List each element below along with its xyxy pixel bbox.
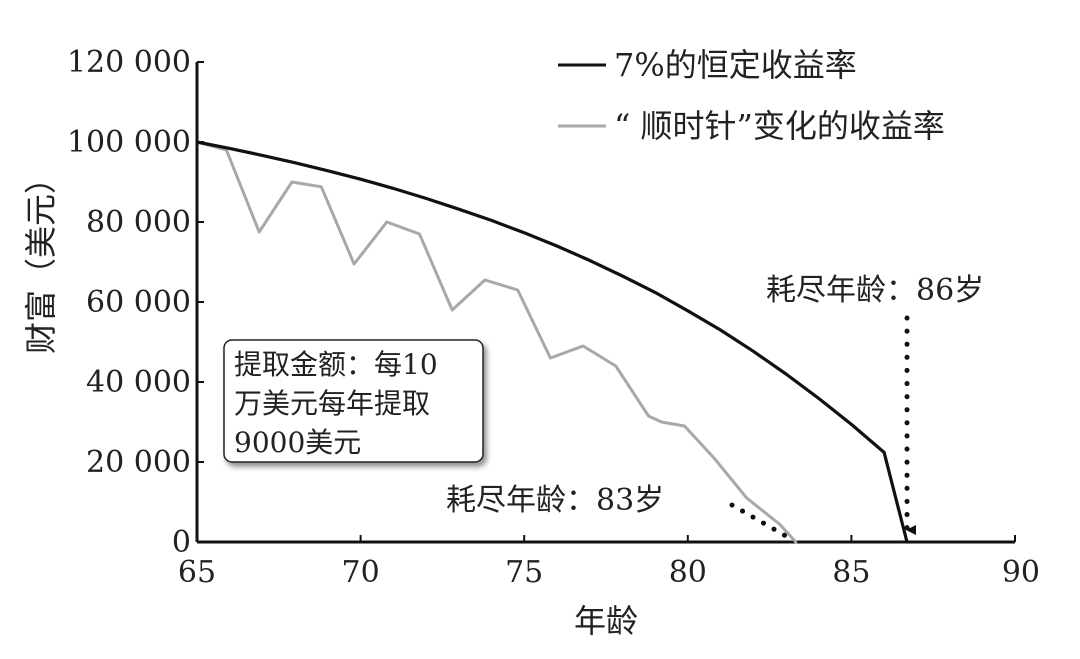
y-axis-title: 财富（美元） (22, 162, 60, 354)
annotation-83-pointer (729, 502, 796, 543)
y-axis-ticks: 0 20 000 40 000 60 000 80 000 100 000 120 000 (67, 45, 204, 560)
series-line-constant-return (195, 140, 909, 544)
legend: 7%的恒定收益率 “ 顺时针”变化的收益率 (558, 46, 945, 145)
y-tick-label: 20 000 (86, 445, 191, 480)
withdrawal-note: 提取金额：每10 万美元每年提取 9000美元 (223, 339, 484, 463)
annotation-83-label: 耗尽年龄：83岁 (446, 483, 664, 518)
annotation-86-label: 耗尽年龄：86岁 (766, 273, 984, 308)
x-axis-ticks: 65 70 75 80 85 90 (178, 535, 1040, 590)
annotation-depletion-83: 耗尽年龄：83岁 (446, 483, 796, 543)
note-line-3: 9000美元 (234, 426, 361, 459)
y-tick-label: 60 000 (86, 285, 191, 320)
y-tick-label: 100 000 (67, 125, 191, 160)
y-tick-label: 0 (172, 525, 191, 560)
x-tick-label: 85 (832, 555, 870, 590)
y-tick-label: 40 000 (86, 365, 191, 400)
note-box (223, 339, 484, 463)
x-tick-label: 65 (178, 555, 216, 590)
legend-label-constant: 7%的恒定收益率 (614, 46, 857, 84)
series-layer (195, 140, 909, 544)
series-line-clockwise-return (195, 140, 798, 544)
x-tick-label: 90 (1002, 555, 1040, 590)
x-axis-title: 年龄 (574, 602, 638, 640)
note-line-2: 万美元每年提取 (234, 387, 430, 420)
x-tick-label: 80 (669, 555, 707, 590)
x-tick-label: 70 (342, 555, 380, 590)
annotation-depletion-86: 耗尽年龄：86岁 (766, 273, 984, 535)
y-tick-label: 120 000 (67, 45, 191, 80)
note-line-1: 提取金额：每10 (234, 348, 438, 381)
x-tick-label: 75 (505, 555, 543, 590)
y-tick-label: 80 000 (86, 205, 191, 240)
legend-label-clockwise: “ 顺时针”变化的收益率 (614, 107, 945, 145)
